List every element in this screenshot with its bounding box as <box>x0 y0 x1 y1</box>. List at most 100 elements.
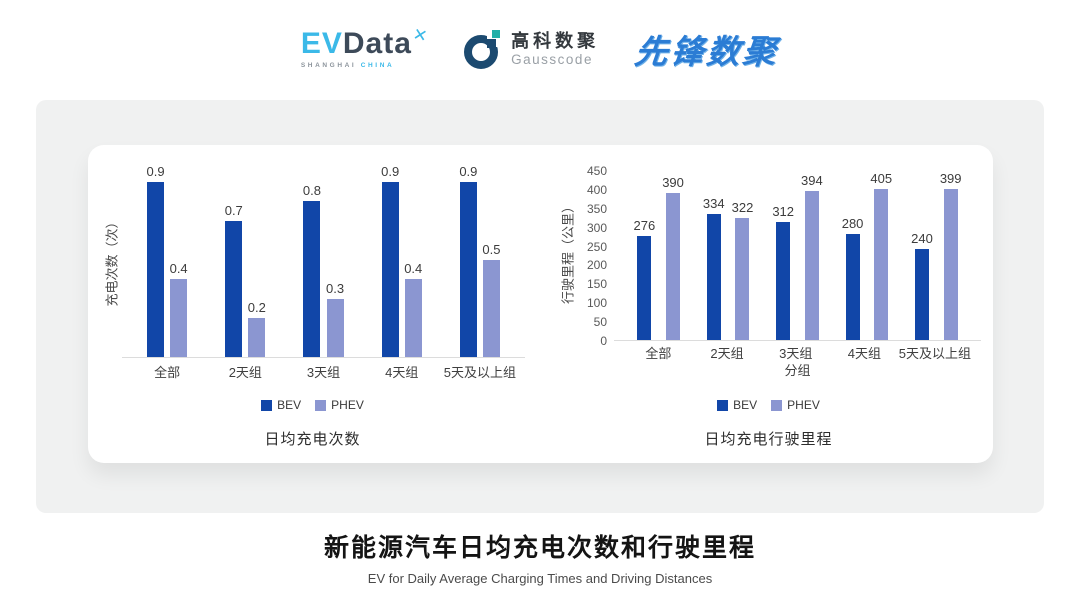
bar-bev <box>637 235 652 340</box>
evdata-china-text: CHINA <box>360 62 395 69</box>
category-label: 3天组 <box>306 365 341 380</box>
caption: 新能源汽车日均充电次数和行驶里程 EV for Daily Average Ch… <box>0 528 1080 586</box>
x-axis-title-spacer <box>556 363 614 379</box>
bar-value-label: 0.4 <box>404 261 423 276</box>
bar-wrap: 394 <box>801 171 823 340</box>
bar-wrap: 405 <box>870 171 892 340</box>
bar-value-label: 0.8 <box>302 183 321 198</box>
y-axis: 充电次数（次） <box>100 163 122 358</box>
bar-wrap: 0.9 <box>381 163 399 357</box>
category-label: 4天组 <box>385 365 419 380</box>
x-axis: 全部 2天组 3天组 4天组 5天及以上组 <box>100 364 525 382</box>
bar-bev <box>225 220 243 357</box>
chart-daily-driving-distance: 行驶里程（公里） 0 50 100 150 200 250 300 350 400 450 276 39… <box>556 163 981 449</box>
xianfeng-logo: 先锋数聚 <box>632 33 781 70</box>
bar-value-label: 312 <box>772 204 795 220</box>
legend-label: BEV <box>277 398 302 412</box>
evdata-wordmark: EVData✕ <box>301 24 430 60</box>
chart-title: 日均充电次数 <box>264 431 361 448</box>
evdata-subline: SHANGHAI CHINA <box>301 62 394 69</box>
bar-group: 312 394 <box>763 171 832 340</box>
chart-card: 充电次数（次） 0.9 0.4 0.7 0.2 0.8 0.3 0.9 0.4 0.9 0.5 全部 2… <box>88 145 993 463</box>
y-tick-label: 200 <box>586 258 607 273</box>
bar-wrap: 276 <box>634 171 655 340</box>
gausscode-text: 高科数聚 Gausscode <box>511 31 599 67</box>
legend-swatch-phev <box>771 399 783 411</box>
legend-label: PHEV <box>331 398 364 412</box>
y-tick-label: 300 <box>586 220 607 235</box>
legend-swatch-phev <box>315 399 327 411</box>
content-panel: 充电次数（次） 0.9 0.4 0.7 0.2 0.8 0.3 0.9 0.4 0.9 0.5 全部 2… <box>36 100 1044 513</box>
y-tick-label: 50 <box>593 315 607 330</box>
bar-bev <box>381 181 399 357</box>
bar-phev <box>804 191 819 340</box>
bar-wrap: 0.9 <box>459 163 477 357</box>
bar-wrap: 312 <box>772 171 794 340</box>
bar-bev <box>776 222 791 340</box>
bar-wrap: 0.4 <box>170 163 188 357</box>
bar-value-label: 280 <box>841 216 864 232</box>
bar-phev <box>482 259 500 357</box>
legend-label: PHEV <box>787 398 820 412</box>
bar-value-label: 0.7 <box>224 202 243 218</box>
x-axis-title-row: 分组 <box>556 363 981 379</box>
y-tick-label: 450 <box>586 164 607 178</box>
bar-group: 0.7 0.2 <box>206 163 284 357</box>
category-label: 5天及以上组 <box>898 346 971 361</box>
category-label: 全部 <box>154 365 181 380</box>
bar-bev <box>303 201 321 357</box>
evdata-data-text: Data <box>342 27 412 60</box>
category-label: 2天组 <box>228 365 262 380</box>
bar-wrap: 399 <box>940 171 962 340</box>
bar-bev <box>147 181 165 357</box>
x-axis: 全部 2天组 3天组 4天组 5天及以上组 <box>556 345 981 363</box>
bar-value-label: 390 <box>662 174 684 190</box>
legend-swatch-bev <box>717 399 729 411</box>
legend-item-phev: PHEV <box>771 398 820 412</box>
bar-phev <box>666 192 681 340</box>
bar-value-label: 0.9 <box>146 163 165 179</box>
legend-item-bev: BEV <box>717 398 757 412</box>
bar-wrap: 240 <box>911 171 933 340</box>
evdata-shanghai-text: SHANGHAI <box>300 62 357 69</box>
bar-value-label: 0.2 <box>247 300 266 315</box>
bar-wrap: 0.8 <box>303 163 321 357</box>
bar-wrap: 280 <box>841 171 864 340</box>
bar-bev <box>845 234 860 340</box>
bar-group: 280 405 <box>832 171 901 340</box>
gausscode-en-text: Gausscode <box>511 51 593 67</box>
bar-wrap: 0.7 <box>225 163 243 357</box>
legend: BEV PHEV <box>556 398 981 412</box>
category-label: 全部 <box>645 346 672 361</box>
y-tick-label: 100 <box>586 296 607 311</box>
bar-value-label: 405 <box>870 171 893 186</box>
bar-value-label: 322 <box>731 200 754 216</box>
bar-bev <box>914 249 929 340</box>
category-label: 3天组 <box>779 346 813 361</box>
bar-value-label: 0.3 <box>326 280 345 296</box>
evdata-sparkle-icon: ✕ <box>411 24 430 47</box>
category-label: 5天及以上组 <box>443 365 517 380</box>
bar-wrap: 0.9 <box>147 163 165 357</box>
bar-group: 240 399 <box>902 171 971 340</box>
legend-label: BEV <box>733 398 758 412</box>
bar-value-label: 394 <box>801 173 823 189</box>
y-tick-label: 400 <box>586 182 607 197</box>
bar-wrap: 0.3 <box>326 163 344 357</box>
category-label: 4天组 <box>847 346 882 361</box>
x-axis-labels: 全部 2天组 3天组 4天组 5天及以上组 <box>122 364 525 382</box>
legend-item-bev: BEV <box>261 398 301 412</box>
bar-group: 0.9 0.4 <box>363 163 441 357</box>
category-label: 2天组 <box>710 346 744 361</box>
gausscode-cn-text: 高科数聚 <box>511 30 600 51</box>
plot: 0.9 0.4 0.7 0.2 0.8 0.3 0.9 0.4 0.9 0.5 <box>122 163 525 358</box>
bar-phev <box>326 298 344 357</box>
bar-bev <box>706 213 721 340</box>
legend-item-phev: PHEV <box>315 398 364 412</box>
bar-phev <box>735 218 750 340</box>
y-axis-label: 充电次数（次） <box>104 214 120 307</box>
bar-group: 0.9 0.5 <box>441 163 519 357</box>
bar-wrap: 334 <box>703 171 725 340</box>
chart-daily-charging-times: 充电次数（次） 0.9 0.4 0.7 0.2 0.8 0.3 0.9 0.4 0.9 0.5 全部 2… <box>100 163 525 449</box>
